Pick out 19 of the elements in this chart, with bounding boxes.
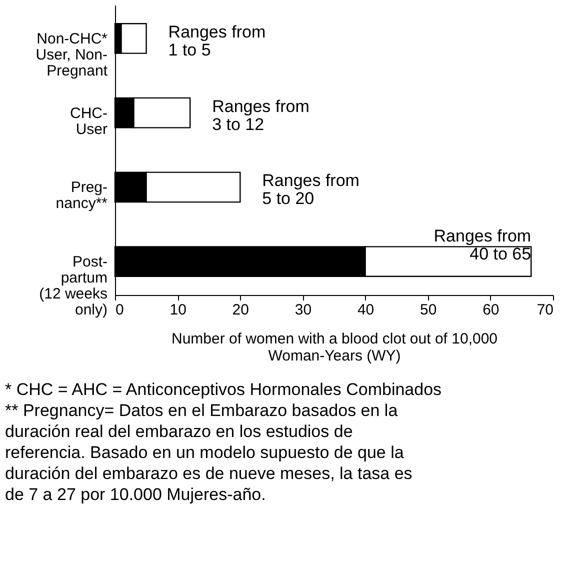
text: * CHC = AHC = Anticonceptivos Hormonales Combinados	[5, 380, 442, 399]
y-tick-label: Post- partum (12 weeks only)	[39, 254, 108, 319]
annotation: Ranges from 5 to 20	[262, 171, 360, 208]
x-axis-title: Number of women with a blood clot out of 10,000 Woman-Years (WY)	[171, 330, 498, 364]
annotation: Ranges from 40 to 65	[434, 226, 532, 264]
annotation: Ranges from 3 to 12	[212, 96, 310, 134]
text: ** Pregnancy= Datos en el Embarazo basados en la duración real del embarazo en los estudios de referencia. Basado en un modelo supuesto de que la duración del embarazo es de nueve meses, la tasa es de 7 a 27 por 10.000 Mujeres-año.	[5, 401, 412, 504]
y-tick-label: CHC- User	[70, 104, 108, 138]
x-tick-label: 60	[482, 302, 500, 318]
y-tick-label: Non-CHC* User, Non- Pregnant	[36, 30, 108, 80]
x-tick-label: 30	[294, 302, 312, 318]
x-tick-label: 20	[232, 302, 249, 318]
y-tick-label: Preg- nancy**	[56, 179, 108, 212]
x-tick-label: 70	[536, 302, 554, 318]
annotation: Ranges from 1 to 5	[168, 22, 266, 60]
x-tick-label: 0	[116, 302, 124, 318]
x-tick-label: 50	[420, 302, 437, 318]
x-tick-label: 10	[170, 302, 186, 318]
x-tick-label: 40	[357, 302, 374, 318]
